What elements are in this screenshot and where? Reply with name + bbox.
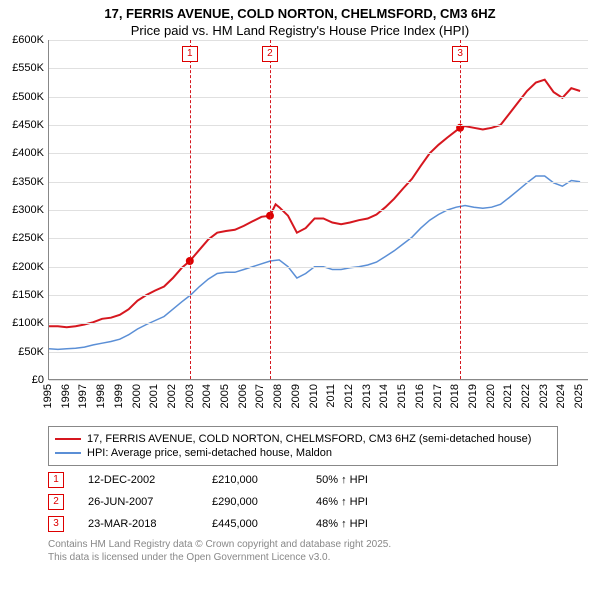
x-tick-label: 2000 [131,384,143,408]
y-tick-label: £300K [12,204,44,216]
legend-item: 17, FERRIS AVENUE, COLD NORTON, CHELMSFO… [55,433,551,445]
marker-line [270,40,271,379]
annotation-row: 1 12-DEC-2002 £210,000 50% ↑ HPI [48,472,558,488]
y-tick-label: £400K [12,147,44,159]
x-tick-label: 2025 [573,384,585,408]
x-tick-label: 2010 [308,384,320,408]
x-tick-label: 2017 [432,384,444,408]
legend: 17, FERRIS AVENUE, COLD NORTON, CHELMSFO… [48,426,558,466]
y-tick-label: £250K [12,232,44,244]
annotation-table: 1 12-DEC-2002 £210,000 50% ↑ HPI 2 26-JU… [48,472,558,532]
x-tick-label: 2007 [254,384,266,408]
y-tick-label: £500K [12,91,44,103]
x-tick-label: 1997 [77,384,89,408]
legend-label: HPI: Average price, semi-detached house,… [87,447,332,459]
x-axis: 1995199619971998199920002001200220032004… [48,380,588,420]
y-tick-label: £50K [18,346,44,358]
y-axis: £0£50K£100K£150K£200K£250K£300K£350K£400… [0,40,48,380]
x-tick-label: 1995 [42,384,54,408]
annotation-marker: 2 [48,494,64,510]
x-tick-label: 2024 [555,384,567,408]
chart-title-line1: 17, FERRIS AVENUE, COLD NORTON, CHELMSFO… [8,6,592,21]
y-tick-label: £550K [12,62,44,74]
title-block: 17, FERRIS AVENUE, COLD NORTON, CHELMSFO… [0,0,600,40]
x-tick-label: 2003 [184,384,196,408]
annotation-price: £290,000 [212,496,292,508]
marker-box: 3 [452,46,468,62]
x-tick-label: 2005 [219,384,231,408]
y-tick-label: £450K [12,119,44,131]
x-tick-label: 2013 [361,384,373,408]
legend-swatch [55,438,81,440]
legend-label: 17, FERRIS AVENUE, COLD NORTON, CHELMSFO… [87,433,531,445]
x-tick-label: 2020 [485,384,497,408]
x-tick-label: 1998 [95,384,107,408]
annotation-row: 3 23-MAR-2018 £445,000 48% ↑ HPI [48,516,558,532]
x-tick-label: 2023 [538,384,550,408]
y-tick-label: £200K [12,261,44,273]
annotation-date: 26-JUN-2007 [88,496,188,508]
x-tick-label: 2002 [166,384,178,408]
x-tick-label: 2021 [502,384,514,408]
chart-container: 17, FERRIS AVENUE, COLD NORTON, CHELMSFO… [0,0,600,564]
y-tick-label: £600K [12,34,44,46]
x-tick-label: 2019 [467,384,479,408]
annotation-date: 12-DEC-2002 [88,474,188,486]
x-tick-label: 2018 [449,384,461,408]
chart-title-line2: Price paid vs. HM Land Registry's House … [8,23,592,38]
y-tick-label: £100K [12,317,44,329]
x-tick-label: 2001 [148,384,160,408]
x-tick-label: 1996 [60,384,72,408]
x-tick-label: 2015 [396,384,408,408]
annotation-price: £445,000 [212,518,292,530]
footer-line2: This data is licensed under the Open Gov… [48,551,590,564]
annotation-row: 2 26-JUN-2007 £290,000 46% ↑ HPI [48,494,558,510]
x-tick-label: 2006 [237,384,249,408]
x-tick-label: 2022 [520,384,532,408]
annotation-marker: 1 [48,472,64,488]
x-tick-label: 2011 [325,384,337,408]
annotation-date: 23-MAR-2018 [88,518,188,530]
annotation-marker: 3 [48,516,64,532]
y-tick-label: £150K [12,289,44,301]
y-tick-label: £350K [12,176,44,188]
annotation-pct: 48% ↑ HPI [316,518,368,530]
annotation-pct: 50% ↑ HPI [316,474,368,486]
x-tick-label: 2008 [272,384,284,408]
x-tick-label: 2009 [290,384,302,408]
x-tick-label: 1999 [113,384,125,408]
legend-item: HPI: Average price, semi-detached house,… [55,447,551,459]
footer-line1: Contains HM Land Registry data © Crown c… [48,538,590,551]
x-tick-label: 2016 [414,384,426,408]
x-tick-label: 2012 [343,384,355,408]
chart-area: £0£50K£100K£150K£200K£250K£300K£350K£400… [0,40,600,420]
plot-area: 1 2 3 [48,40,588,380]
marker-box: 2 [262,46,278,62]
marker-line [190,40,191,379]
marker-line [460,40,461,379]
footer: Contains HM Land Registry data © Crown c… [48,538,590,564]
marker-box: 1 [182,46,198,62]
annotation-pct: 46% ↑ HPI [316,496,368,508]
x-tick-label: 2014 [378,384,390,408]
x-tick-label: 2004 [201,384,213,408]
legend-swatch [55,452,81,454]
annotation-price: £210,000 [212,474,292,486]
